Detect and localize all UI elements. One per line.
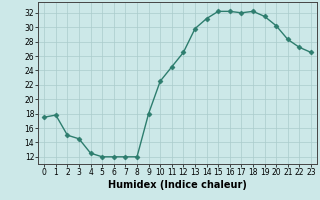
- X-axis label: Humidex (Indice chaleur): Humidex (Indice chaleur): [108, 180, 247, 190]
